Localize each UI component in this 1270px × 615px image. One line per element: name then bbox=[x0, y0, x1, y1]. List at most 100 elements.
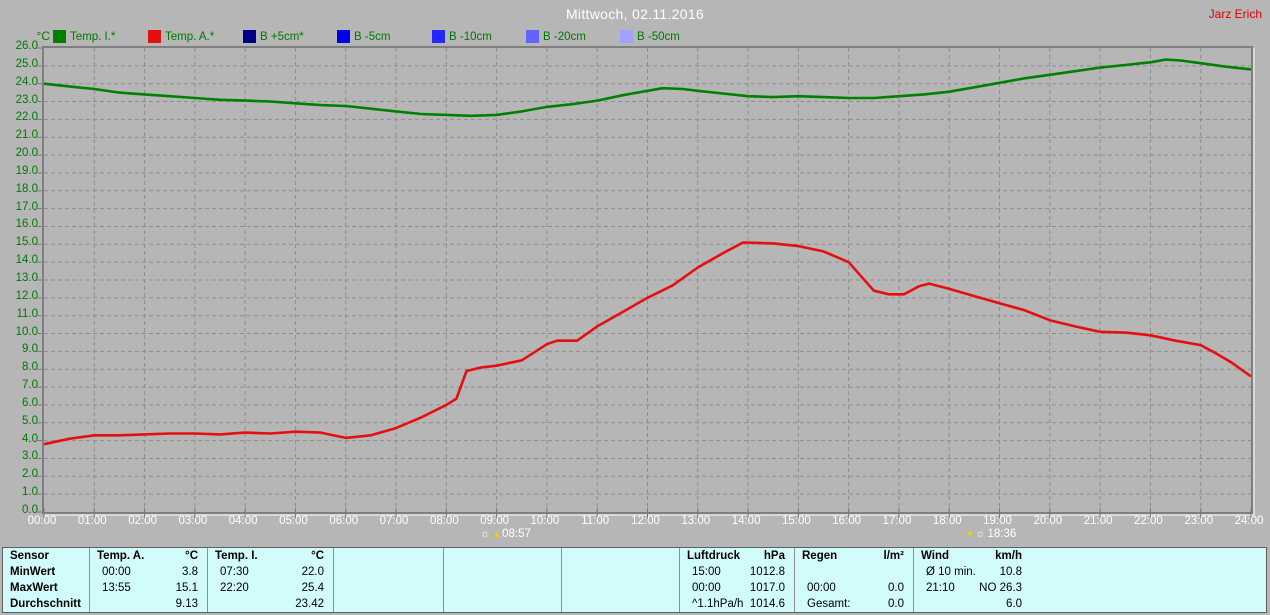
plot-area bbox=[36, 46, 1253, 519]
legend-item-b-5cm-[interactable]: B +5cm* bbox=[243, 30, 304, 43]
stats-cell-time: 22:20 bbox=[220, 582, 249, 594]
stats-cell-row: 07:30 22.0 bbox=[208, 564, 333, 580]
stats-column-unit: °C bbox=[311, 550, 324, 562]
stats-cell-value: 25.4 bbox=[301, 582, 324, 594]
x-tick-label: 14:00 bbox=[731, 515, 761, 527]
x-tick-label: 06:00 bbox=[329, 515, 359, 527]
stats-column-temp-i-: Temp. I. °C 07:30 22.0 22:20 25.4 23.42 bbox=[207, 548, 333, 612]
stats-cell-row bbox=[334, 596, 443, 612]
y-axis-unit: °C bbox=[36, 29, 50, 43]
x-tick-label: 17:00 bbox=[882, 515, 912, 527]
stats-cell-value: 23.42 bbox=[295, 598, 324, 610]
x-tick-label: 19:00 bbox=[983, 515, 1012, 527]
x-tick-label: 16:00 bbox=[832, 515, 862, 527]
stats-row-label: Durchschnitt bbox=[10, 598, 81, 610]
stats-cell-value: 1012.8 bbox=[749, 566, 785, 578]
y-tick-label: 11.0 bbox=[16, 307, 38, 320]
stats-cell-value: 15.1 bbox=[175, 582, 198, 594]
y-tick-label: 21.0 bbox=[15, 129, 38, 142]
stats-row-label: MaxWert bbox=[10, 582, 58, 594]
y-tick-label: 12.0 bbox=[15, 289, 38, 302]
y-tick-label: 20.0 bbox=[15, 147, 38, 160]
series-line-temp-i- bbox=[43, 58, 1252, 118]
stats-cell-row bbox=[444, 580, 561, 596]
legend-item-b-5cm[interactable]: B -5cm bbox=[337, 30, 390, 43]
stats-cell-value: 22.0 bbox=[301, 566, 324, 578]
page-title: Mittwoch, 02.11.2016 bbox=[565, 6, 705, 22]
stats-cell-time: Gesamt: bbox=[807, 598, 851, 610]
y-tick-label: 18.0 bbox=[15, 182, 38, 195]
stats-cell-value: 9.13 bbox=[175, 598, 198, 610]
y-tick-label: 15.0 bbox=[15, 236, 38, 249]
y-tick-label: 13.0 bbox=[15, 272, 38, 284]
stats-column-wind: Wind km/h Ø 10 min. 10.8 21:10 NO 26.3 6.0 bbox=[913, 548, 1031, 612]
x-tick-label: 13:00 bbox=[681, 515, 711, 527]
legend-color-swatch bbox=[620, 30, 633, 43]
legend-color-swatch bbox=[148, 30, 161, 43]
legend-color-swatch bbox=[53, 30, 66, 43]
stats-column-header: Wind km/h bbox=[914, 548, 1031, 564]
stats-cell-row: 00:00 0.0 bbox=[795, 580, 913, 596]
legend-color-swatch bbox=[432, 30, 445, 43]
sunset-sun-icon: ☼ bbox=[975, 528, 986, 540]
chart-canvas bbox=[36, 47, 1252, 519]
stats-column-empty bbox=[443, 548, 561, 612]
y-tick-label: 6.0 bbox=[22, 396, 38, 409]
stats-column-unit: km/h bbox=[995, 550, 1022, 562]
legend-item-b-50cm[interactable]: B -50cm bbox=[620, 30, 680, 43]
legend-label: B -10cm bbox=[449, 30, 492, 43]
y-tick-label: 14.0 bbox=[15, 254, 38, 267]
legend-item-temp-i-[interactable]: Temp. I.* bbox=[53, 30, 115, 43]
stats-row-label: MinWert bbox=[10, 566, 56, 578]
stats-cell-row bbox=[562, 564, 679, 580]
stats-cell-row: ^1.1hPa/h 1014.6 bbox=[680, 596, 794, 612]
legend-label: B -5cm bbox=[354, 30, 391, 43]
x-tick-label: 23:00 bbox=[1184, 515, 1214, 527]
stats-column-name: Wind bbox=[921, 550, 949, 562]
stats-cell-row: 22:20 25.4 bbox=[208, 580, 333, 596]
legend-color-swatch bbox=[243, 30, 256, 43]
stats-column-name: Regen bbox=[802, 550, 838, 562]
stats-column-luftdruck: Luftdruck hPa 15:00 1012.8 00:00 1017.0 ^1.1hP… bbox=[679, 548, 794, 612]
x-tick-label: 02:00 bbox=[128, 515, 157, 527]
stats-cell-row: 00:00 3.8 bbox=[90, 564, 207, 580]
stats-column-empty bbox=[333, 548, 443, 612]
stats-column-header bbox=[562, 548, 679, 564]
stats-cell-row bbox=[562, 580, 679, 596]
legend-color-swatch bbox=[337, 30, 350, 43]
sunrise-marker: ☼ ▲ 08:57 bbox=[480, 527, 531, 541]
x-tick-label: 11:00 bbox=[581, 515, 610, 527]
stats-column-header: Temp. I. °C bbox=[208, 548, 333, 564]
y-tick-label: 17.0 bbox=[15, 200, 38, 213]
y-tick-label: 25.0 bbox=[15, 57, 38, 70]
x-tick-label: 10:00 bbox=[530, 515, 560, 527]
stats-cell-value: 10.8 bbox=[999, 566, 1022, 578]
stats-cell-row bbox=[795, 564, 913, 580]
stats-column-unit: l/m² bbox=[883, 550, 904, 562]
legend-label: B -20cm bbox=[543, 30, 586, 43]
y-tick-label: 16.0 bbox=[15, 218, 38, 231]
y-tick-label: 22.0 bbox=[15, 111, 38, 124]
legend-label: B -50cm bbox=[637, 30, 680, 43]
stats-cell-value: 6.0 bbox=[1006, 598, 1022, 610]
y-tick-label: 5.0 bbox=[22, 414, 38, 427]
stats-cell-time: 21:10 bbox=[926, 582, 955, 594]
y-tick-label: 19.0 bbox=[15, 164, 38, 177]
x-tick-label: 22:00 bbox=[1134, 515, 1163, 527]
legend-color-swatch bbox=[526, 30, 539, 43]
legend-item-b-10cm[interactable]: B -10cm bbox=[432, 30, 492, 43]
stats-cell-row bbox=[444, 596, 561, 612]
x-tick-label: 24:00 bbox=[1234, 515, 1264, 527]
stats-column-header: Regen l/m² bbox=[795, 548, 913, 564]
stats-column-header: Luftdruck hPa bbox=[680, 548, 794, 564]
legend-item-b-20cm[interactable]: B -20cm bbox=[526, 30, 586, 43]
sunrise-sun-icon: ☼ bbox=[480, 528, 491, 540]
stats-column-header bbox=[444, 548, 561, 564]
x-tick-label: 01:00 bbox=[77, 515, 107, 527]
legend-item-temp-a-[interactable]: Temp. A.* bbox=[148, 30, 214, 43]
y-tick-label: 2.0 bbox=[22, 468, 38, 481]
legend-label: Temp. A.* bbox=[165, 30, 215, 43]
y-tick-label: 8.0 bbox=[22, 361, 38, 374]
author-label: Jarz Erich bbox=[1208, 7, 1262, 21]
stats-cell-time: ^1.1hPa/h bbox=[692, 598, 744, 610]
